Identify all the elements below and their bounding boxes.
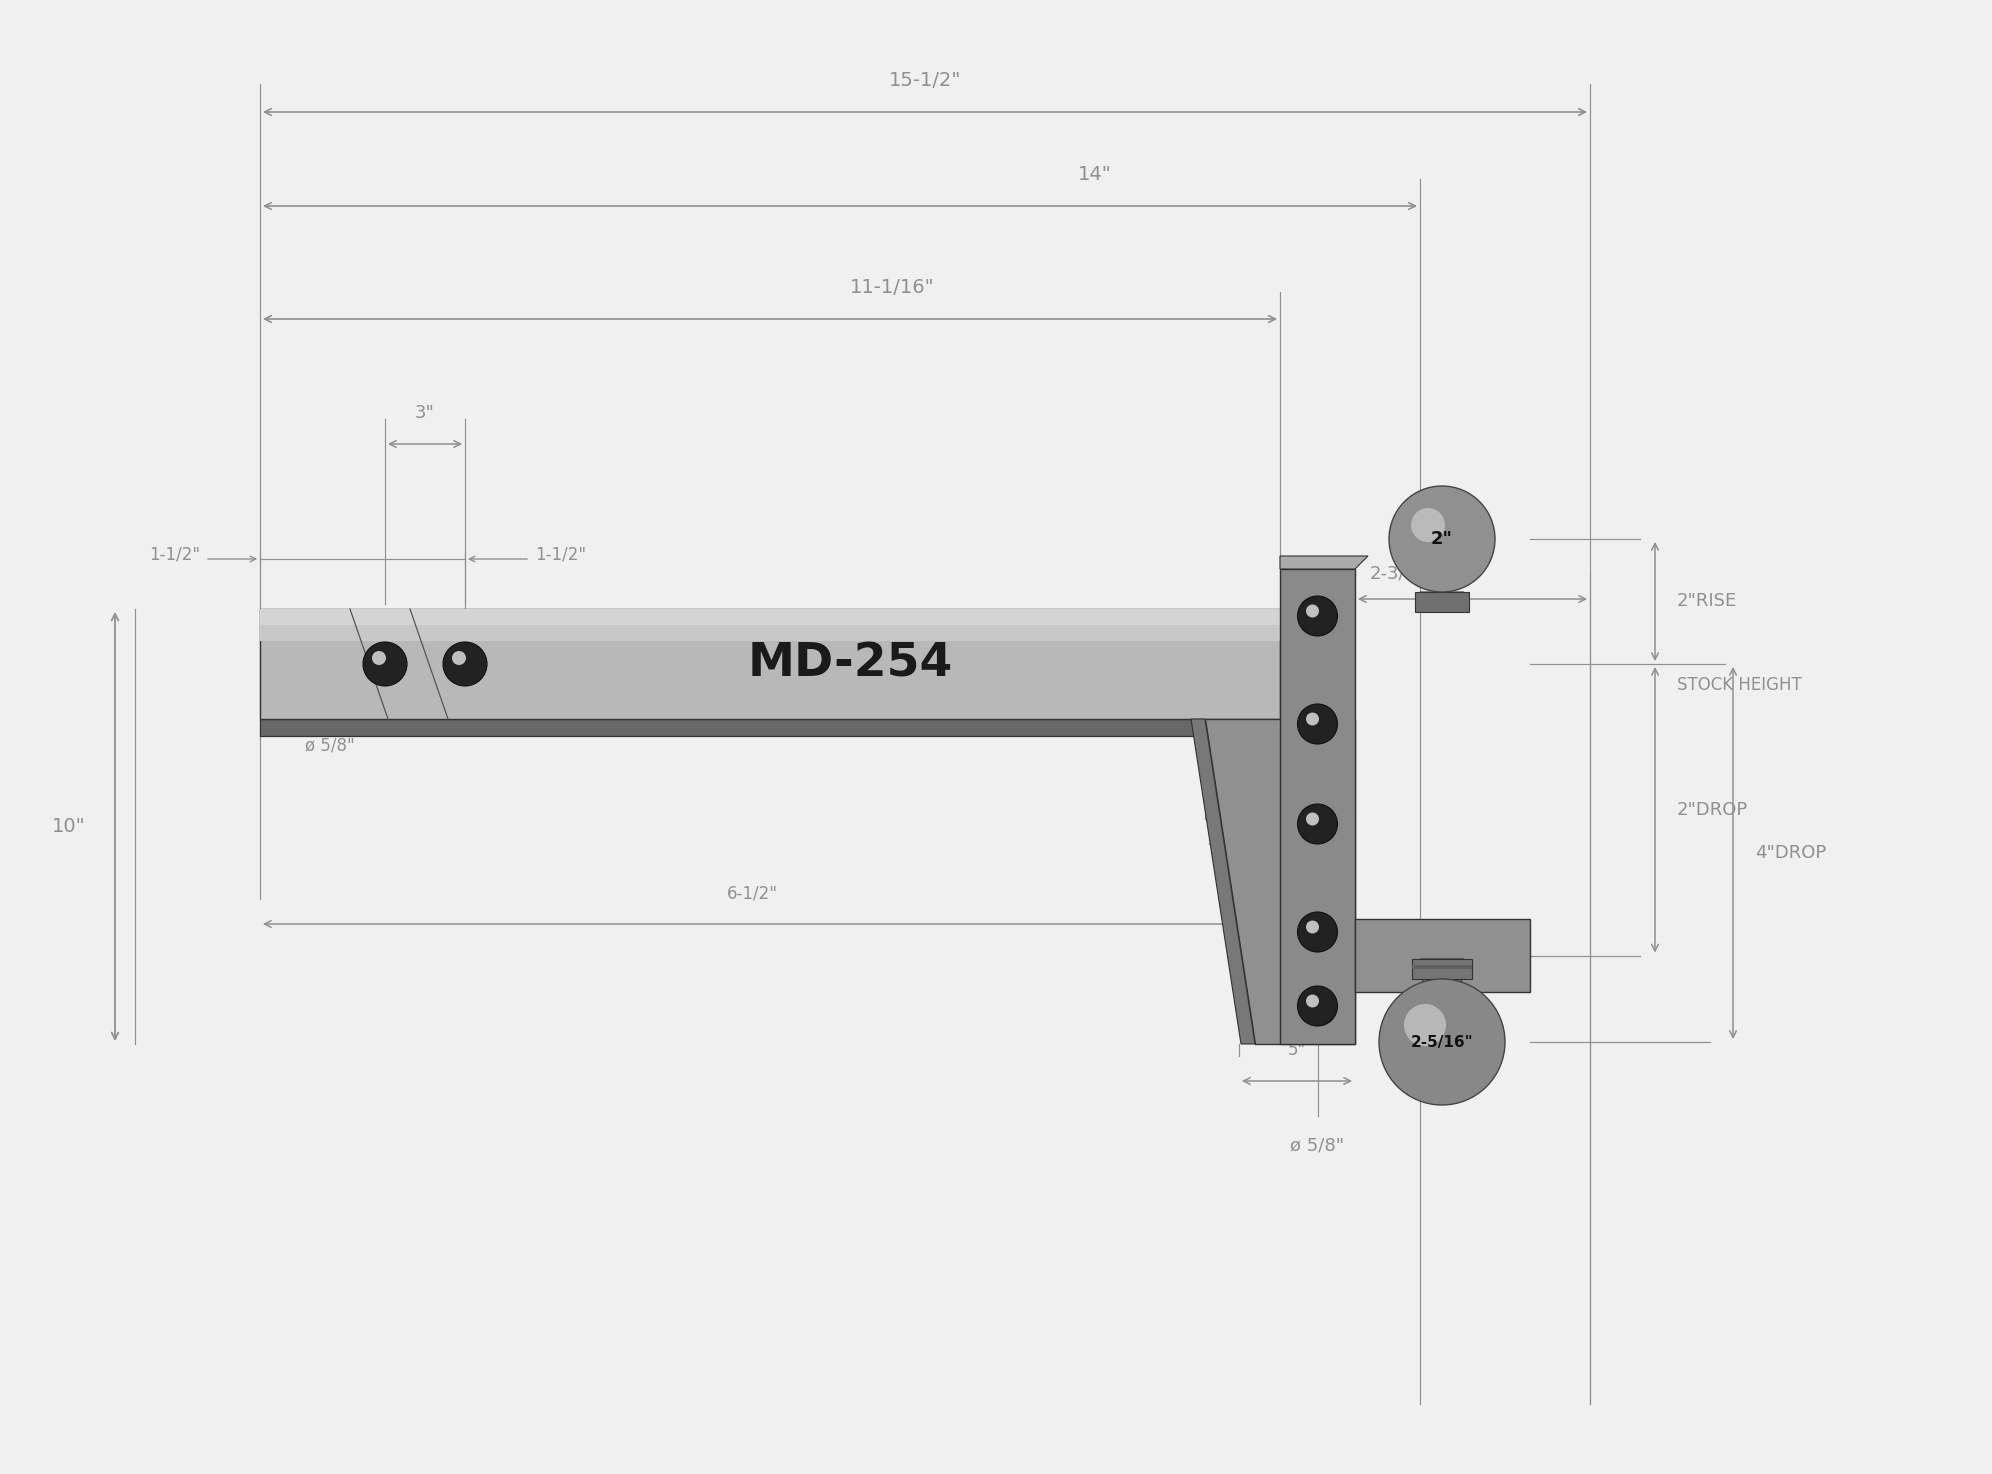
Text: 1-1/2": 1-1/2"	[149, 545, 199, 563]
Text: 14": 14"	[1078, 165, 1112, 184]
Text: ø 5/8": ø 5/8"	[1291, 1136, 1345, 1154]
Circle shape	[452, 652, 466, 665]
Text: 2"RISE: 2"RISE	[1677, 593, 1737, 610]
Polygon shape	[1412, 960, 1472, 979]
Polygon shape	[1355, 918, 1530, 992]
Polygon shape	[261, 609, 1281, 719]
Circle shape	[1307, 920, 1319, 933]
Text: 2"DROP: 2"DROP	[1677, 800, 1749, 818]
Polygon shape	[1420, 593, 1464, 598]
Text: STOCK HEIGHT: STOCK HEIGHT	[1677, 677, 1801, 694]
Circle shape	[1297, 986, 1337, 1026]
Circle shape	[442, 643, 486, 685]
Text: 3": 3"	[414, 404, 434, 422]
Circle shape	[1388, 486, 1496, 593]
Text: 2-5/16": 2-5/16"	[1410, 1035, 1474, 1049]
Circle shape	[1410, 509, 1444, 542]
Text: 6-1/2": 6-1/2"	[727, 884, 779, 902]
Circle shape	[1297, 803, 1337, 845]
Circle shape	[1404, 1004, 1446, 1047]
Polygon shape	[1412, 965, 1472, 968]
Polygon shape	[261, 719, 1281, 736]
Polygon shape	[1205, 719, 1355, 1044]
Text: 15-1/2": 15-1/2"	[888, 71, 962, 90]
Polygon shape	[1191, 719, 1255, 1044]
Circle shape	[1307, 995, 1319, 1008]
Text: 10": 10"	[52, 817, 86, 836]
Polygon shape	[1414, 593, 1468, 612]
Circle shape	[1378, 979, 1506, 1106]
Text: MD-254: MD-254	[747, 641, 952, 687]
Polygon shape	[1281, 569, 1355, 1044]
Text: 5": 5"	[1289, 1041, 1307, 1058]
Text: 4"DROP: 4"DROP	[1755, 845, 1827, 862]
Circle shape	[1307, 712, 1319, 725]
Text: 1-1/2": 1-1/2"	[536, 545, 586, 563]
Polygon shape	[1281, 556, 1369, 569]
Text: 11-1/16": 11-1/16"	[851, 279, 934, 296]
Circle shape	[373, 652, 386, 665]
Text: 3-1/2": 3-1/2"	[1255, 803, 1305, 822]
Circle shape	[363, 643, 406, 685]
Text: 2": 2"	[1430, 531, 1452, 548]
Circle shape	[1297, 912, 1337, 952]
Circle shape	[1307, 812, 1319, 825]
Circle shape	[1297, 705, 1337, 744]
Circle shape	[1297, 595, 1337, 635]
Text: ø 5/8": ø 5/8"	[305, 736, 355, 755]
Polygon shape	[261, 609, 1281, 625]
Polygon shape	[261, 625, 1281, 641]
Polygon shape	[1420, 960, 1464, 992]
Text: 2-3/4": 2-3/4"	[1370, 565, 1426, 582]
Circle shape	[1307, 604, 1319, 618]
